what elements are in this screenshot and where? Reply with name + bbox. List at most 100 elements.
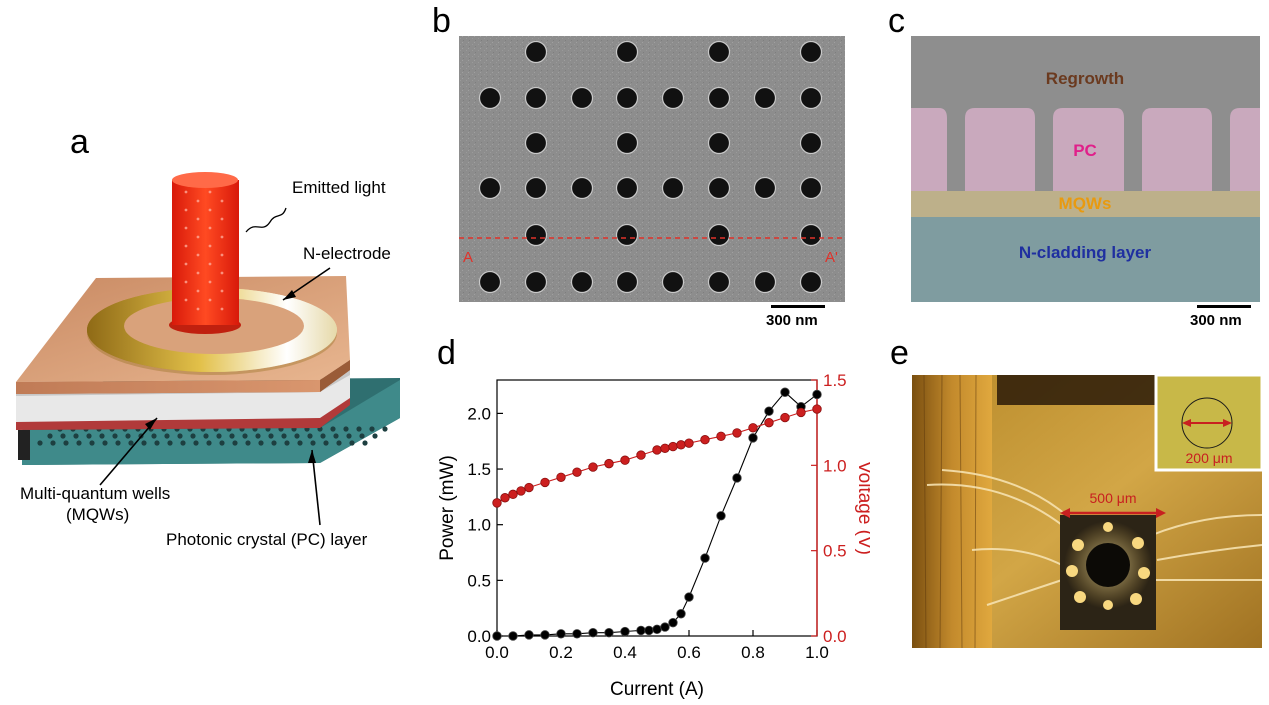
x-axis-label: Current (A) — [610, 679, 704, 700]
pc-hole-dot — [89, 440, 95, 446]
scale-bar-b — [771, 305, 825, 308]
data-point-voltage — [604, 458, 614, 469]
data-point-power — [700, 553, 710, 563]
y-right-tick-label: 1.5 — [823, 371, 847, 390]
sem-hole — [707, 40, 731, 64]
pc-hole-dot — [343, 426, 349, 432]
inset-size-label: 200 μm — [1186, 450, 1233, 466]
mqw-layer — [911, 191, 1260, 217]
pc-hole-dot — [356, 426, 362, 432]
data-point-voltage — [572, 467, 582, 477]
pc-hole-dot — [232, 440, 238, 446]
sem-hole — [570, 270, 594, 294]
sem-hole — [570, 86, 594, 110]
pc-hole-dot — [258, 440, 264, 446]
pc-hole-dot — [154, 440, 160, 446]
sem-hole — [661, 270, 685, 294]
sem-cross-section: Regrowth PC MQWs N-cladding layer — [911, 36, 1260, 302]
pc-hole-dot — [112, 433, 118, 439]
sem-hole — [707, 176, 731, 200]
data-point-voltage — [620, 455, 630, 465]
pc-hole-dot — [128, 440, 134, 446]
data-point-voltage — [676, 440, 686, 450]
inset-photo: 200 μm — [1154, 375, 1262, 472]
n-cladding-label: N-cladding layer — [1019, 243, 1152, 262]
pc-hole-dot — [330, 426, 336, 432]
sem-hole — [661, 176, 685, 200]
data-point-power — [812, 389, 822, 400]
panel-label-d: d — [437, 334, 456, 372]
y-axis-left-label: Power (mW) — [437, 455, 458, 561]
sem-hole — [799, 223, 823, 247]
pc-pillars — [911, 108, 1260, 191]
panel-label-c: c — [888, 2, 905, 40]
sem-hole — [524, 176, 548, 200]
sem-hole — [707, 131, 731, 155]
panel-label-a: a — [70, 123, 89, 161]
x-tick-label: 0.0 — [485, 643, 509, 662]
sem-hole — [799, 176, 823, 200]
data-point-voltage — [556, 472, 566, 482]
pc-hole-dot — [151, 433, 157, 439]
pc-hole-dot — [102, 440, 108, 446]
pc-hole-dot — [281, 433, 287, 439]
data-point-voltage — [492, 498, 502, 508]
sem-hole — [524, 86, 548, 110]
pc-hole-dot — [203, 433, 209, 439]
sem-hole — [799, 131, 823, 155]
sem-hole — [799, 86, 823, 110]
pc-hole-dot — [336, 440, 342, 446]
data-point-voltage — [508, 489, 518, 500]
data-point-voltage — [524, 482, 534, 493]
sem-hole — [753, 270, 777, 294]
data-point-power — [620, 626, 630, 637]
device-size-label: 500 μm — [1090, 490, 1137, 506]
data-point-power — [676, 609, 686, 619]
sem-hole — [615, 40, 639, 64]
sem-hole — [707, 86, 731, 110]
pc-hole-dot — [310, 440, 316, 446]
x-tick-label: 0.2 — [549, 643, 573, 662]
pc-hole-dot — [216, 433, 222, 439]
x-tick-label: 0.4 — [613, 643, 637, 662]
data-point-voltage — [764, 417, 774, 428]
sem-hole — [707, 270, 731, 294]
data-point-power — [636, 625, 646, 636]
pc-hole-dot — [362, 440, 368, 446]
pc-hole-dot — [177, 433, 183, 439]
data-point-power — [652, 624, 662, 635]
data-point-voltage — [660, 443, 670, 453]
emitted-light-label: Emitted light — [292, 178, 386, 197]
mqws-label: MQWs — [1059, 194, 1112, 213]
y-right-tick-label: 1.0 — [823, 456, 847, 475]
pc-hole-dot — [180, 440, 186, 446]
pc-hole-dot — [349, 440, 355, 446]
data-point-power — [748, 433, 758, 443]
mqw-label-line2: (MQWs) — [66, 505, 130, 524]
mqw-pointer — [99, 417, 158, 486]
data-point-power — [780, 387, 790, 397]
pc-hole-dot — [47, 433, 53, 439]
emitted-light-beam — [169, 172, 241, 334]
y-left-tick-label: 0.0 — [467, 627, 491, 646]
n-cladding-region — [911, 217, 1260, 302]
sem-hole — [524, 131, 548, 155]
pc-layer-label: Photonic crystal (PC) layer — [166, 530, 368, 549]
pc-hole-dot — [229, 433, 235, 439]
pc-hole-dot — [297, 440, 303, 446]
data-point-power — [684, 592, 694, 602]
pc-hole-dot — [271, 440, 277, 446]
pc-hole-dot — [99, 433, 105, 439]
pc-hole-dot — [320, 433, 326, 439]
data-point-voltage — [716, 431, 726, 442]
pc-hole-dot — [242, 433, 248, 439]
power-voltage-chart: 0.0 0.2 0.4 0.6 0.8 1.0 0.0 0.5 1.0 1.5 2.0 0.0 0.… — [437, 371, 870, 700]
data-point-power — [732, 473, 742, 483]
pc-hole-dot — [206, 440, 212, 446]
pc-hole-dot — [307, 433, 313, 439]
sem-hole — [524, 270, 548, 294]
data-point-voltage — [796, 407, 806, 418]
y-left-tick-label: 0.5 — [467, 571, 491, 590]
x-tick-label: 0.8 — [741, 643, 765, 662]
